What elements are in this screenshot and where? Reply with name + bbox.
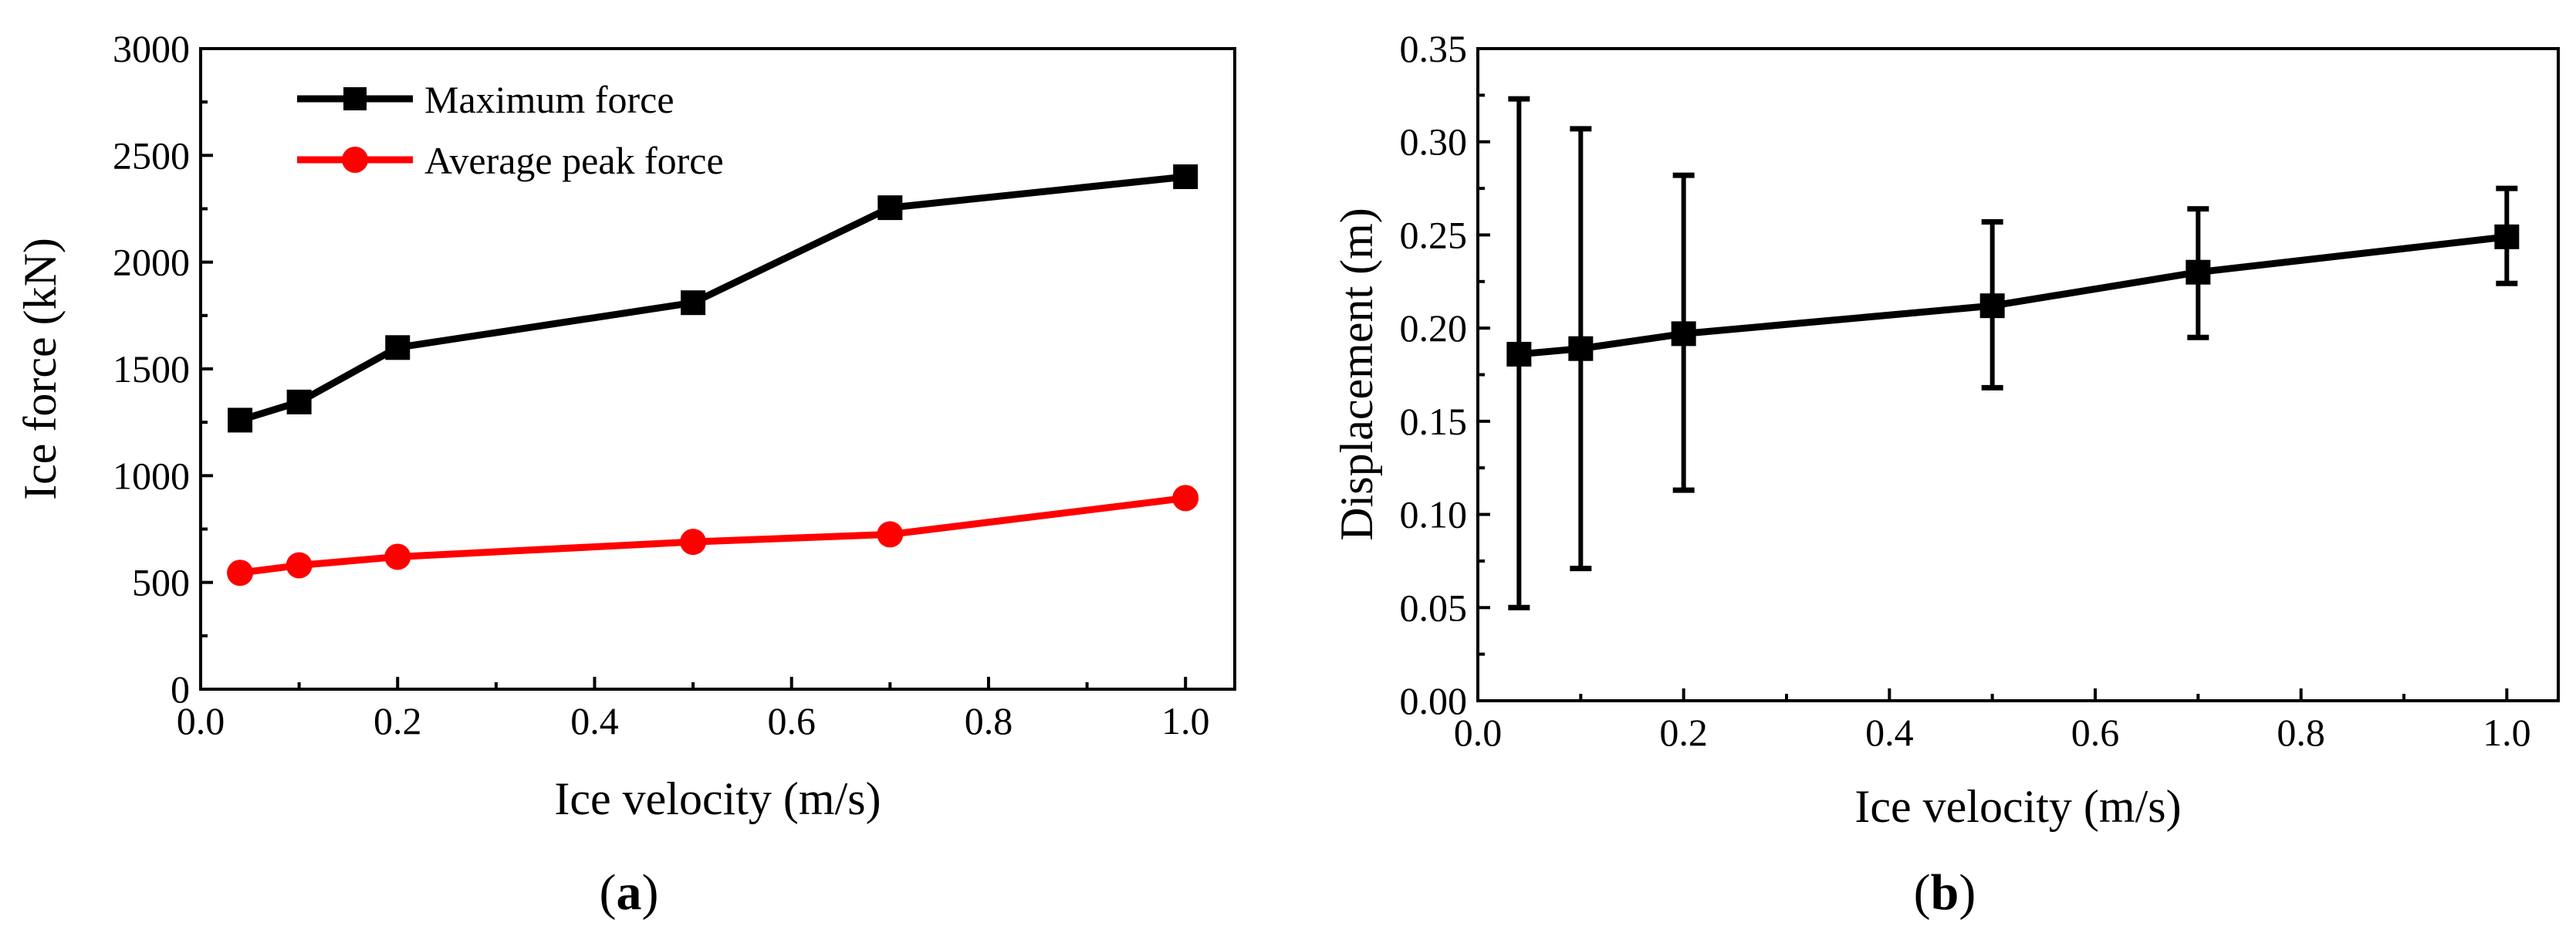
y-tick-label: 0.10 [1400,493,1468,536]
x-tick-label: 0.2 [374,699,422,742]
panel-a-series [227,164,1199,587]
data-point-displacement [1568,336,1594,361]
x-tick-label: 1.0 [2483,711,2531,754]
legend-label-average-peak-force: Average peak force [424,139,724,182]
y-tick-label: 3000 [113,27,190,70]
x-tick-label: 0.8 [2277,711,2325,754]
x-tick-label: 0.0 [1454,711,1503,754]
legend-marker-maximum-force [343,87,367,110]
x-tick-label: 0.2 [1659,711,1708,754]
data-point-maximum-force [1173,164,1198,189]
panel-b-label-close: ) [1959,864,1976,921]
series-line-displacement [1518,233,2507,358]
legend-marker-average-peak-force [342,147,368,173]
panel-b-plot-frame [1476,47,2560,702]
y-tick-label: 0.30 [1400,120,1468,164]
legend-label-maximum-force: Maximum force [424,78,674,121]
x-tick-label: 0.0 [177,699,225,742]
y-tick-label: 0 [171,668,190,711]
data-point-average-peak-force [227,560,254,587]
x-tick-label: 0.6 [767,699,816,742]
data-point-average-peak-force [384,543,411,570]
data-point-maximum-force [286,389,312,414]
panel-a-label-close: ) [642,864,659,921]
series-line-maximum-force [238,173,1186,424]
y-tick-label: 0.00 [1400,679,1468,722]
data-point-average-peak-force [680,529,707,556]
data-point-average-peak-force [286,552,313,579]
y-tick-label: 0.35 [1400,27,1468,70]
panel-a-label: (a) [600,864,659,921]
data-point-maximum-force [877,195,903,221]
panel-b-x-axis-title: Ice velocity (m/s) [1854,781,2181,832]
x-tick-label: 0.6 [2071,711,2120,754]
data-point-average-peak-force [877,521,904,548]
data-point-maximum-force [228,407,253,433]
y-tick-label: 0.20 [1400,306,1468,350]
series-line-average-peak-force [239,494,1186,577]
panel-a-label-open: ( [600,864,617,921]
panel-a-legend: Maximum force Average peak force [297,78,724,182]
y-tick-label: 1500 [113,347,190,391]
panel-b-label-open: ( [1914,864,1931,921]
data-point-displacement [1979,293,2005,319]
y-tick-label: 2500 [113,134,190,177]
data-point-displacement [1671,321,1696,347]
x-tick-label: 1.0 [1161,699,1210,742]
data-point-displacement [2186,259,2211,285]
panel-b-y-axis-title: Displacement (m) [1331,208,1382,541]
panel-a-y-axis-title: Ice force (kN) [15,238,66,500]
y-tick-label: 2000 [113,241,190,284]
data-point-displacement [1506,341,1532,367]
panel-b-series [1506,96,2520,610]
y-tick-label: 0.15 [1400,400,1468,443]
data-point-maximum-force [681,290,706,316]
panel-b-label: (b) [1914,864,1976,921]
panel-b-y-ticks: 0.00 0.05 0.10 0.15 0.20 0.25 0.30 0.35 [1400,27,1490,722]
panel-a-x-ticks: 0.0 0.2 0.4 0.6 0.8 1.0 [177,677,1210,742]
data-point-displacement [2494,224,2520,249]
panel-b-x-ticks: 0.0 0.2 0.4 0.6 0.8 1.0 [1454,688,2531,754]
data-point-maximum-force [385,335,411,360]
panel-a-y-ticks: 0 500 1000 1500 2000 2500 3000 [113,27,213,711]
y-tick-label: 0.25 [1400,213,1468,256]
y-tick-label: 1000 [113,454,190,497]
x-tick-label: 0.4 [570,699,619,742]
panel-b-label-letter: b [1931,864,1959,921]
y-tick-label: 0.05 [1400,586,1468,629]
x-tick-label: 0.4 [1865,711,1914,754]
panel-b-chart: 0.0 0.2 0.4 0.6 0.8 1.0 0.000.050.100.150.200… [1331,27,2560,921]
data-point-average-peak-force [1172,485,1199,512]
panel-a-chart: 0.0 0.2 0.4 0.6 0.8 1.0 0 500 1000 1500 2000 2500 3… [15,27,1236,921]
x-tick-label: 0.8 [965,699,1013,742]
panel-a-x-axis-title: Ice velocity (m/s) [554,773,881,824]
y-tick-label: 500 [132,561,190,604]
panel-a-label-letter: a [617,864,642,921]
